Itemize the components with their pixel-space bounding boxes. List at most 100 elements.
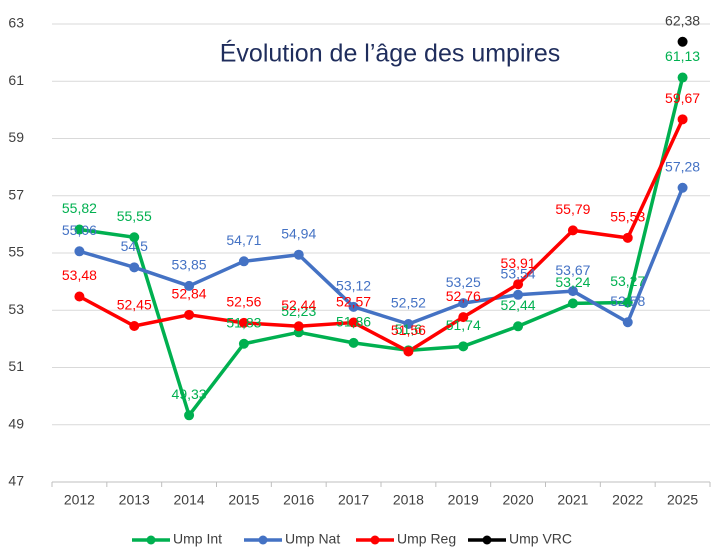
x-tick-label: 2019	[448, 492, 479, 508]
x-tick-label: 2025	[667, 492, 698, 508]
data-label: 51,6	[395, 321, 422, 337]
data-label: 52,45	[117, 297, 152, 313]
data-label: 52,56	[226, 294, 261, 310]
data-label: 55,79	[555, 201, 590, 217]
data-point	[513, 289, 524, 300]
data-label: 51,83	[226, 314, 261, 330]
data-point	[622, 232, 633, 243]
y-tick-label: 57	[8, 186, 24, 202]
legend-label: Ump VRC	[509, 531, 572, 547]
data-label: 52,44	[501, 297, 536, 313]
data-point	[622, 297, 633, 308]
data-point	[348, 317, 359, 328]
data-point	[348, 301, 359, 312]
data-point	[513, 279, 524, 290]
data-label: 55,82	[62, 200, 97, 216]
data-label: 62,38	[665, 12, 700, 28]
series-line	[79, 77, 685, 418]
data-point	[238, 338, 249, 349]
data-label: 61,13	[665, 48, 700, 64]
x-tick-label: 2021	[557, 492, 588, 508]
data-point	[677, 36, 688, 47]
legend-label: Ump Nat	[285, 531, 340, 547]
x-tick-label: 2017	[338, 492, 369, 508]
data-label: 53,48	[62, 267, 97, 283]
data-point	[513, 321, 524, 332]
data-point	[293, 321, 304, 332]
data-point	[403, 318, 414, 329]
data-label: 54,5	[121, 238, 148, 254]
data-label: 52,44	[281, 297, 316, 313]
data-label: 52,23	[281, 303, 316, 319]
data-point	[567, 286, 578, 297]
data-point	[74, 291, 85, 302]
x-tick-label: 2016	[283, 492, 314, 508]
data-label: 55,55	[117, 208, 152, 224]
series-line	[78, 118, 685, 354]
y-tick-label: 59	[8, 129, 24, 145]
data-label: 51,56	[391, 322, 426, 338]
data-point	[567, 225, 578, 236]
series-line	[78, 187, 685, 326]
data-point	[677, 114, 688, 125]
legend-label: Ump Reg	[397, 531, 456, 547]
data-label: 55,53	[610, 209, 645, 225]
legend-label: Ump Int	[173, 531, 222, 547]
data-point	[677, 72, 688, 83]
x-tick-label: 2020	[503, 492, 534, 508]
data-label: 59,67	[665, 90, 700, 106]
data-point	[238, 317, 249, 328]
data-point	[184, 309, 195, 320]
data-label: 53,25	[446, 274, 481, 290]
data-point	[567, 298, 578, 309]
x-tick-label: 2015	[228, 492, 259, 508]
data-label: 53,54	[501, 265, 536, 281]
data-label: 52,84	[172, 286, 207, 302]
data-label: 55,06	[62, 222, 97, 238]
y-tick-label: 51	[8, 358, 24, 374]
data-label: 53,27	[610, 273, 645, 289]
data-label: 54,71	[226, 232, 261, 248]
legend-marker	[258, 535, 268, 545]
data-point	[74, 246, 85, 257]
y-tick-label: 49	[8, 415, 24, 431]
chart-title: Évolution de l’âge des umpires	[220, 39, 560, 68]
y-tick-label: 63	[8, 15, 24, 31]
data-point	[129, 262, 140, 273]
data-point	[458, 341, 469, 352]
data-point	[129, 320, 140, 331]
data-point	[677, 182, 688, 193]
x-tick-label: 2022	[612, 492, 643, 508]
x-tick-label: 2014	[174, 492, 205, 508]
legend-marker	[482, 535, 492, 545]
data-label: 52,76	[446, 288, 481, 304]
data-label: 53,12	[336, 278, 371, 294]
x-tick-label: 2018	[393, 492, 424, 508]
data-point	[184, 280, 195, 291]
data-point	[184, 410, 195, 421]
data-point	[458, 312, 469, 323]
data-label: 52,57	[336, 293, 371, 309]
y-tick-label: 53	[8, 301, 24, 317]
y-tick-label: 47	[8, 473, 24, 489]
y-tick-label: 61	[8, 72, 24, 88]
data-point	[293, 249, 304, 260]
data-label: 53,67	[555, 262, 590, 278]
legend-marker	[146, 535, 156, 545]
data-point	[403, 346, 414, 357]
data-point	[622, 317, 633, 328]
data-label: 51,74	[446, 317, 481, 333]
data-label: 54,94	[281, 225, 316, 241]
data-label: 53,24	[555, 274, 590, 290]
data-label: 52,52	[391, 295, 426, 311]
data-label: 53,85	[172, 257, 207, 273]
legend-marker	[370, 535, 380, 545]
data-point	[129, 232, 140, 243]
data-label: 49,33	[172, 386, 207, 402]
data-label: 53,91	[501, 255, 536, 271]
data-point	[458, 298, 469, 309]
y-tick-label: 55	[8, 244, 24, 260]
data-label: 52,58	[610, 293, 645, 309]
